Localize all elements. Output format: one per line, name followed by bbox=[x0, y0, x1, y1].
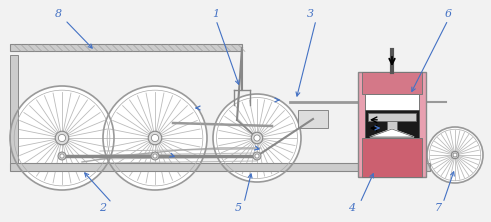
Bar bbox=[358, 72, 426, 177]
Text: 1: 1 bbox=[213, 9, 219, 19]
Bar bbox=[365, 110, 419, 138]
Circle shape bbox=[153, 154, 157, 158]
Bar bbox=[362, 138, 422, 177]
Circle shape bbox=[451, 151, 459, 159]
Circle shape bbox=[148, 131, 162, 145]
Circle shape bbox=[55, 131, 69, 145]
Bar bbox=[10, 55, 18, 163]
Text: 5: 5 bbox=[234, 203, 242, 213]
Circle shape bbox=[60, 154, 64, 158]
Circle shape bbox=[254, 135, 260, 141]
Circle shape bbox=[151, 152, 159, 160]
Circle shape bbox=[151, 134, 159, 142]
Bar bbox=[387, 121, 397, 131]
Text: 3: 3 bbox=[306, 9, 314, 19]
Circle shape bbox=[253, 152, 261, 160]
Text: 7: 7 bbox=[435, 203, 441, 213]
Bar bbox=[362, 72, 422, 94]
Polygon shape bbox=[370, 129, 414, 137]
Circle shape bbox=[58, 152, 66, 160]
Bar bbox=[365, 94, 419, 110]
Bar bbox=[368, 113, 416, 121]
Text: 2: 2 bbox=[100, 203, 107, 213]
Circle shape bbox=[251, 132, 263, 144]
Circle shape bbox=[10, 86, 114, 190]
Circle shape bbox=[453, 153, 457, 157]
Circle shape bbox=[103, 86, 207, 190]
Text: 8: 8 bbox=[55, 9, 61, 19]
Bar bbox=[10, 163, 430, 171]
Circle shape bbox=[213, 94, 301, 182]
Text: 6: 6 bbox=[444, 9, 452, 19]
Bar bbox=[298, 110, 328, 128]
Circle shape bbox=[427, 127, 483, 183]
Bar bbox=[10, 44, 242, 52]
Circle shape bbox=[58, 134, 66, 142]
Text: 4: 4 bbox=[349, 203, 355, 213]
Circle shape bbox=[255, 154, 259, 158]
